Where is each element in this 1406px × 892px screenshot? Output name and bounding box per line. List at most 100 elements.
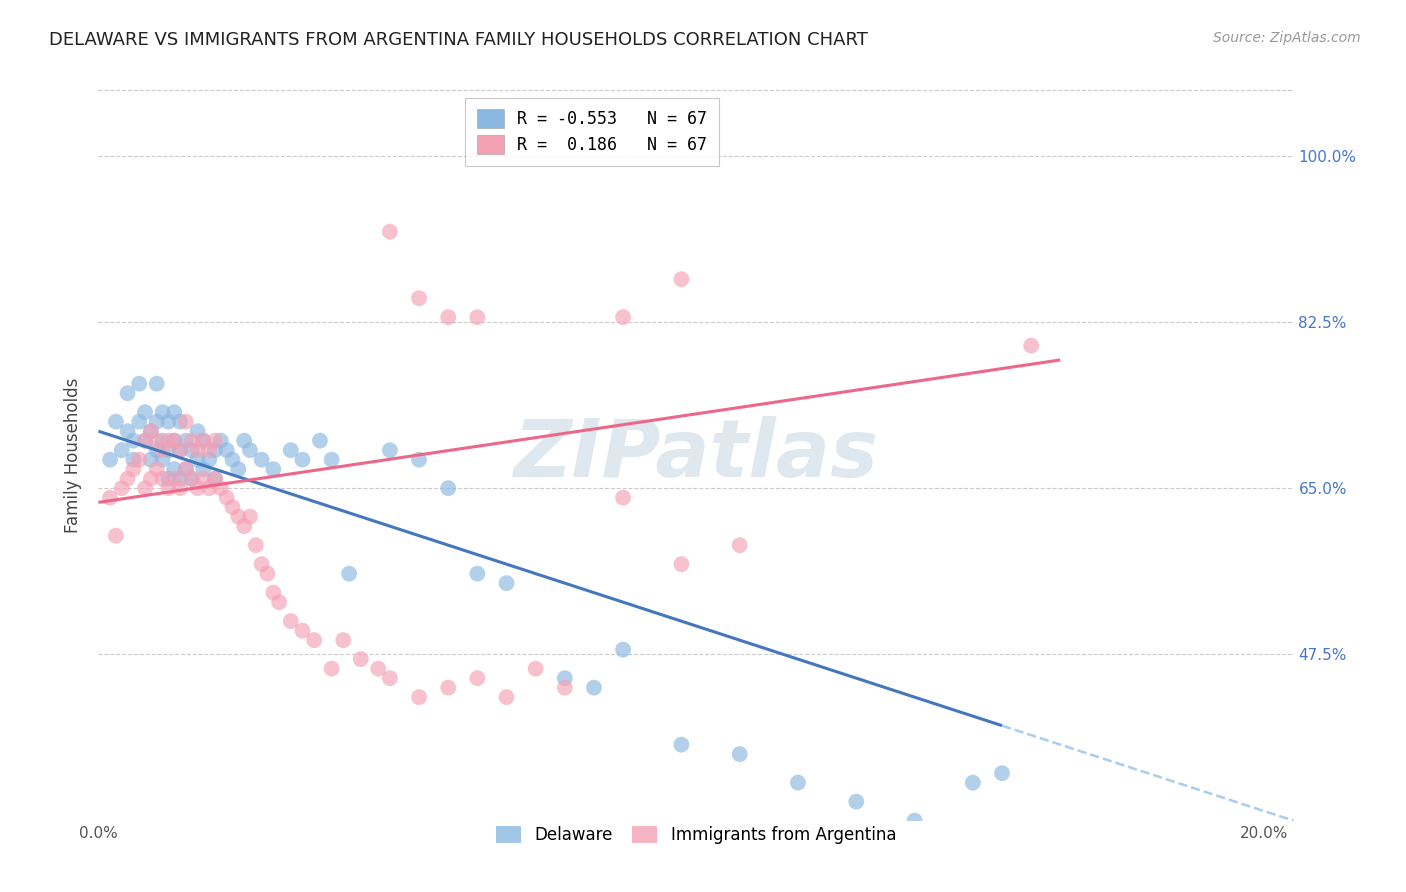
Point bbox=[180, 443, 202, 458]
Point bbox=[378, 671, 401, 685]
Point bbox=[163, 472, 186, 486]
Point bbox=[262, 462, 284, 476]
Point bbox=[204, 472, 226, 486]
Point bbox=[152, 405, 174, 419]
Point bbox=[467, 310, 489, 325]
Point bbox=[186, 443, 208, 458]
Point bbox=[367, 662, 389, 676]
Point bbox=[321, 452, 343, 467]
Point bbox=[332, 633, 354, 648]
Point bbox=[239, 443, 262, 458]
Text: Source: ZipAtlas.com: Source: ZipAtlas.com bbox=[1213, 31, 1361, 45]
Point bbox=[198, 481, 221, 495]
Point bbox=[134, 434, 156, 448]
Point bbox=[169, 443, 191, 458]
Point bbox=[111, 481, 134, 495]
Point bbox=[169, 415, 191, 429]
Point bbox=[122, 462, 145, 476]
Point bbox=[163, 405, 186, 419]
Legend: Delaware, Immigrants from Argentina: Delaware, Immigrants from Argentina bbox=[488, 818, 904, 853]
Point bbox=[524, 662, 547, 676]
Point bbox=[180, 472, 202, 486]
Point bbox=[209, 481, 232, 495]
Point bbox=[180, 472, 202, 486]
Point bbox=[728, 747, 751, 761]
Point bbox=[321, 662, 343, 676]
Point bbox=[221, 452, 243, 467]
Point bbox=[145, 443, 167, 458]
Point bbox=[139, 424, 162, 438]
Point bbox=[111, 443, 134, 458]
Point bbox=[128, 415, 150, 429]
Point bbox=[991, 766, 1014, 780]
Point bbox=[903, 814, 925, 828]
Point bbox=[215, 491, 238, 505]
Point bbox=[157, 481, 180, 495]
Point bbox=[437, 681, 460, 695]
Point bbox=[280, 443, 302, 458]
Point bbox=[186, 452, 208, 467]
Point bbox=[152, 434, 174, 448]
Point bbox=[152, 472, 174, 486]
Point bbox=[169, 481, 191, 495]
Point bbox=[467, 671, 489, 685]
Point bbox=[157, 472, 180, 486]
Point bbox=[117, 424, 139, 438]
Point bbox=[209, 434, 232, 448]
Point bbox=[302, 633, 325, 648]
Point bbox=[204, 472, 226, 486]
Point bbox=[309, 434, 332, 448]
Point bbox=[104, 415, 127, 429]
Point bbox=[337, 566, 360, 581]
Point bbox=[139, 472, 162, 486]
Text: DELAWARE VS IMMIGRANTS FROM ARGENTINA FAMILY HOUSEHOLDS CORRELATION CHART: DELAWARE VS IMMIGRANTS FROM ARGENTINA FA… bbox=[49, 31, 868, 49]
Point bbox=[582, 681, 605, 695]
Point bbox=[671, 272, 693, 286]
Point bbox=[221, 500, 243, 515]
Point bbox=[145, 376, 167, 391]
Point bbox=[157, 434, 180, 448]
Point bbox=[233, 519, 256, 533]
Point bbox=[145, 434, 167, 448]
Point bbox=[291, 624, 314, 638]
Point bbox=[378, 225, 401, 239]
Point bbox=[198, 443, 221, 458]
Point bbox=[157, 415, 180, 429]
Point bbox=[262, 585, 284, 599]
Point bbox=[408, 690, 430, 705]
Point bbox=[193, 462, 215, 476]
Point bbox=[174, 434, 197, 448]
Point bbox=[174, 462, 197, 476]
Point bbox=[250, 452, 273, 467]
Point bbox=[174, 462, 197, 476]
Point bbox=[193, 434, 215, 448]
Point bbox=[787, 775, 810, 789]
Point bbox=[228, 509, 250, 524]
Point bbox=[139, 452, 162, 467]
Point bbox=[378, 443, 401, 458]
Point bbox=[139, 424, 162, 438]
Text: ZIPatlas: ZIPatlas bbox=[513, 416, 879, 494]
Point bbox=[215, 443, 238, 458]
Point bbox=[612, 642, 634, 657]
Point bbox=[437, 310, 460, 325]
Point bbox=[204, 443, 226, 458]
Point bbox=[554, 671, 576, 685]
Point bbox=[186, 481, 208, 495]
Point bbox=[128, 376, 150, 391]
Point bbox=[256, 566, 278, 581]
Point bbox=[157, 443, 180, 458]
Point bbox=[117, 386, 139, 401]
Point bbox=[117, 472, 139, 486]
Point bbox=[122, 434, 145, 448]
Point bbox=[169, 472, 191, 486]
Point bbox=[134, 405, 156, 419]
Point bbox=[163, 434, 186, 448]
Point bbox=[728, 538, 751, 552]
Point bbox=[122, 452, 145, 467]
Point bbox=[152, 452, 174, 467]
Point bbox=[180, 434, 202, 448]
Point bbox=[671, 557, 693, 571]
Point bbox=[169, 443, 191, 458]
Point bbox=[98, 491, 121, 505]
